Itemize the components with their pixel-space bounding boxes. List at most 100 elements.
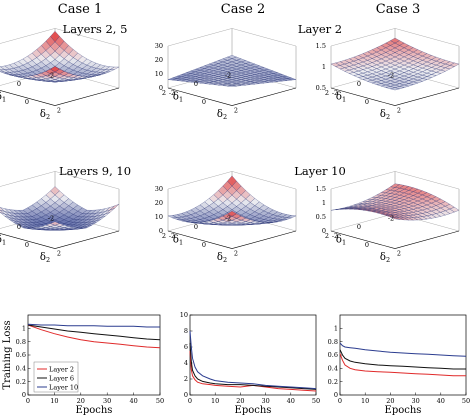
- box-edge: [330, 171, 396, 190]
- axis-edge: [0, 233, 56, 249]
- x-axis-label: Epochs: [385, 405, 422, 416]
- x-axis-label: Epochs: [76, 405, 113, 416]
- x-tick-label: 2: [325, 232, 329, 240]
- x-tick-label: -2: [225, 214, 231, 222]
- axis-edge: [394, 87, 460, 106]
- x-tick-label: 40: [129, 397, 137, 405]
- z-tick-label: 20: [155, 56, 163, 64]
- x-axis-label: δ1: [173, 91, 183, 103]
- box-edge: [330, 213, 396, 232]
- z-tick-label: 1.5: [316, 42, 326, 50]
- z-tick-label: 0.5: [316, 213, 326, 221]
- x-tick-label: 0: [17, 223, 21, 231]
- box-edge: [330, 28, 396, 47]
- y-axis-label: δ2: [380, 252, 390, 264]
- x-tick-label: 40: [437, 397, 445, 405]
- y-tick-label: 2: [184, 375, 188, 383]
- series-line-3: [339, 342, 467, 357]
- x-tick-label: 2: [325, 89, 329, 97]
- line-panel-2: 0 10 20 30 40 50 0 2 4 6 8 10 Epochs: [180, 311, 320, 416]
- x-tick-label: 0: [194, 223, 198, 231]
- surface-facet: [227, 85, 237, 87]
- y-tick-label: 6: [184, 343, 188, 351]
- z-tick-label: 0.5: [316, 84, 326, 92]
- z-tick-label: 30: [155, 42, 163, 50]
- axis-edge: [0, 90, 56, 106]
- surface-facet: [389, 87, 401, 91]
- x-tick-label: 10: [50, 397, 58, 405]
- y-tick-label: 10: [180, 311, 188, 319]
- x-tick-label: 0: [357, 80, 361, 88]
- x-tick-label: 0: [357, 223, 361, 231]
- axis-edge: [394, 230, 460, 249]
- y-tick-label: -2: [332, 232, 338, 240]
- z-tick-label: 20: [155, 199, 163, 207]
- y-tick-label: 0.4: [328, 365, 338, 373]
- box-edge: [54, 171, 120, 190]
- x-tick-label: 20: [236, 397, 244, 405]
- surface-mesh: [0, 186, 120, 231]
- y-tick-label: 0.8: [16, 338, 26, 346]
- y-tick-label: 0: [365, 98, 369, 106]
- y-tick-label: 0: [365, 241, 369, 249]
- x-tick-label: 0: [17, 80, 21, 88]
- x-tick-label: 20: [386, 397, 394, 405]
- x-axis-label-sub: 1: [2, 95, 6, 103]
- y-axis-label: Training Loss: [2, 320, 13, 389]
- z-tick-label: 0: [159, 84, 163, 92]
- y-axis-label-sub: 2: [223, 256, 227, 264]
- y-tick-label: 0.6: [16, 351, 26, 359]
- y-axis-label: δ2: [40, 109, 50, 121]
- y-tick-label: 2: [397, 250, 401, 258]
- series-line-2: [339, 349, 466, 370]
- y-tick-label: 0: [202, 241, 206, 249]
- y-tick-label: 0: [202, 98, 206, 106]
- y-tick-label: 0.6: [328, 351, 338, 359]
- surface-mesh: [167, 55, 297, 87]
- x-tick-label: -2: [48, 214, 54, 222]
- y-tick-label: 0: [334, 391, 338, 399]
- x-tick-label: 50: [462, 397, 470, 405]
- z-tick-label: 1.5: [316, 185, 326, 193]
- x-axis-label: δ1: [173, 234, 183, 246]
- x-axis-label: δ1: [0, 91, 6, 103]
- y-tick-label: 0: [25, 98, 29, 106]
- axis-edge: [167, 87, 233, 106]
- x-tick-label: 20: [77, 397, 85, 405]
- z-tick-label: 0: [322, 227, 326, 235]
- legend-label: Layer 6: [49, 374, 74, 382]
- surface-mesh: [167, 175, 297, 226]
- axis-edge: [54, 230, 120, 249]
- x-axis-label: δ1: [336, 91, 346, 103]
- surface-mesh: [330, 37, 460, 91]
- y-tick-label: 0.8: [328, 338, 338, 346]
- line-panel-3: 0 10 20 30 40 50 0 0.2 0.4 0.6 0.8 1 Epochs: [328, 314, 470, 416]
- x-tick-label: 2: [162, 89, 166, 97]
- case-3-title: Case 3: [376, 2, 420, 17]
- x-tick-label: 0: [26, 397, 30, 405]
- box-edge: [231, 28, 297, 47]
- y-tick-label: 8: [184, 327, 188, 335]
- y-tick-label: 2: [397, 107, 401, 115]
- box-edge: [0, 28, 56, 44]
- series-line-3: [27, 323, 160, 328]
- y-tick-label: 0.2: [328, 378, 338, 386]
- x-tick-label: -2: [388, 71, 394, 79]
- y-axis-label-sub: 2: [386, 256, 390, 264]
- x-tick-label: -2: [388, 214, 394, 222]
- x-axis-label: Epochs: [235, 405, 272, 416]
- z-tick-label: 1: [322, 199, 326, 207]
- y-axis-label: δ2: [217, 252, 227, 264]
- series-line-3: [189, 330, 317, 390]
- x-axis-label: δ1: [336, 234, 346, 246]
- series-line-1: [189, 350, 317, 392]
- case-1-title: Case 1: [58, 2, 102, 17]
- surface-facet: [390, 216, 400, 220]
- y-tick-label: -2: [169, 89, 175, 97]
- surface-facet: [50, 66, 60, 73]
- legend-label: Layer 10: [49, 383, 78, 391]
- y-tick-label: -2: [332, 89, 338, 97]
- surface-facet: [227, 210, 237, 217]
